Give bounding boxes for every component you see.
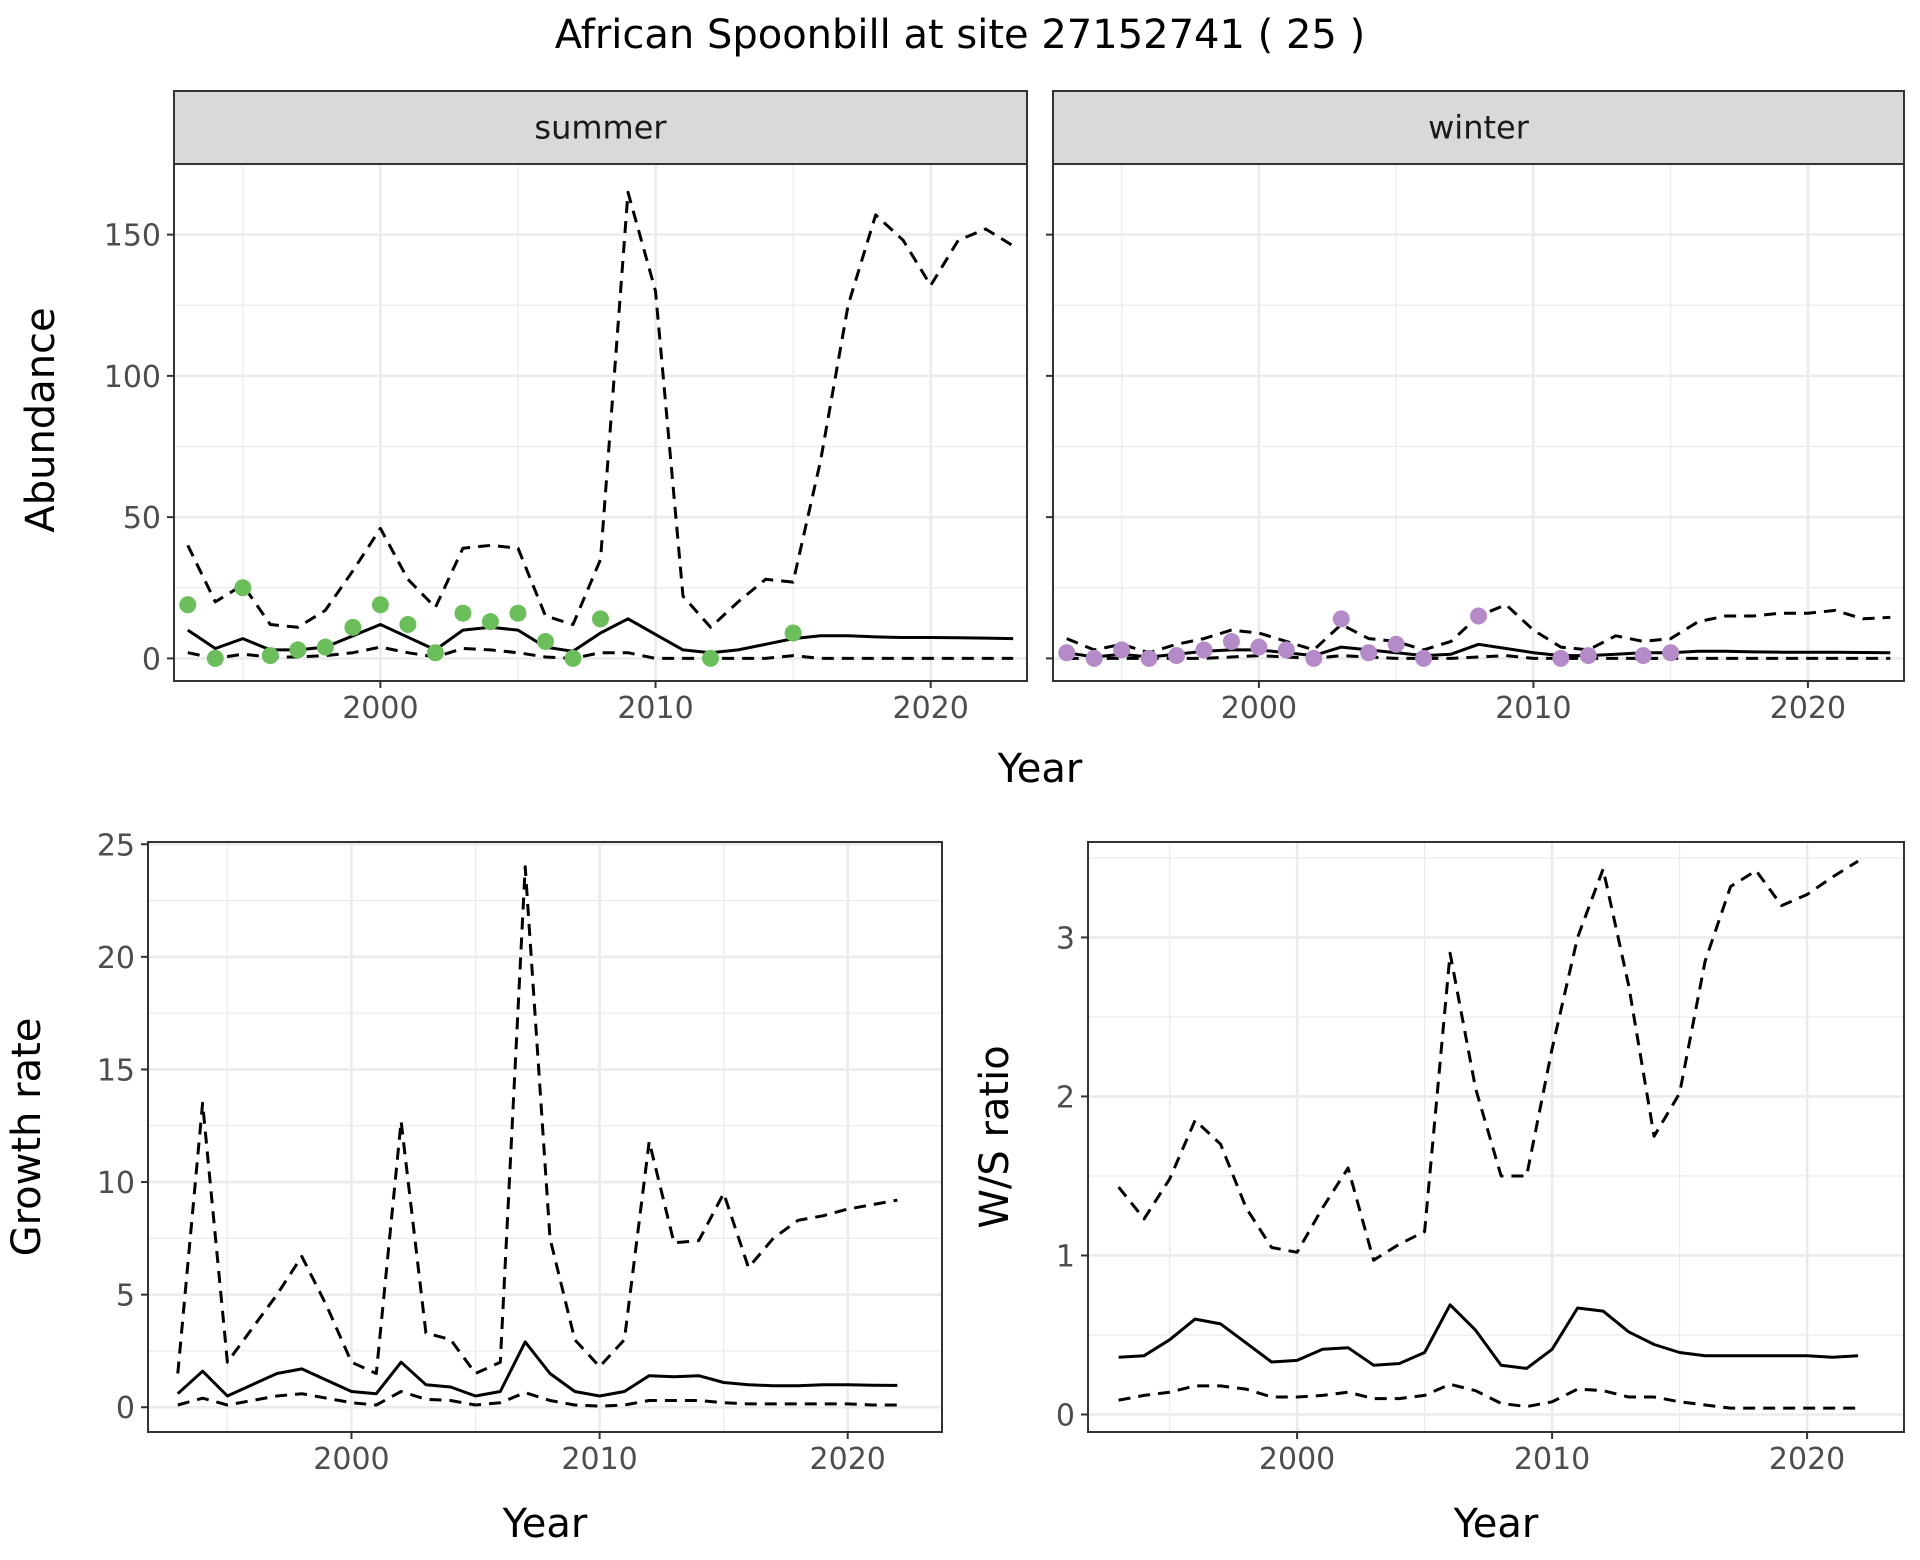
data-point	[179, 596, 197, 614]
series-line-mean	[176, 1340, 898, 1398]
data-point	[399, 615, 417, 633]
y-tick-label: 2	[1056, 1080, 1075, 1115]
top-row-y-axis-label: Abundance	[18, 307, 64, 532]
data-point	[371, 596, 389, 614]
panel-border	[147, 841, 943, 1433]
x-tick-label: 2000	[1259, 1442, 1335, 1477]
x-tick-label: 2020	[1769, 1442, 1845, 1477]
top-row-x-axis-label: Year	[997, 746, 1083, 792]
panel-summer: summer 2000 2010 2020 0 50 100 150	[104, 90, 1028, 726]
y-tick-label: 3	[1056, 921, 1075, 956]
facet-strip	[1052, 90, 1905, 165]
data-point	[316, 638, 334, 656]
panel-background	[1088, 842, 1904, 1432]
data-point	[564, 649, 582, 667]
y-tick-label: 25	[97, 828, 135, 863]
series-line-upper	[1117, 859, 1859, 1262]
data-point	[1552, 649, 1570, 667]
data-point	[1662, 644, 1680, 662]
y-tick-label: 50	[123, 501, 161, 536]
data-point	[1634, 647, 1652, 665]
x-tick-label: 2010	[1495, 691, 1571, 726]
data-point	[1222, 632, 1240, 650]
data-point	[1305, 649, 1323, 667]
data-point	[481, 613, 499, 631]
data-point	[1085, 649, 1103, 667]
y-tick-label: 0	[142, 642, 161, 677]
series-line-mean	[1118, 1303, 1859, 1370]
panel-growth: 2000 2010 2020 0 5 10 15 20 25 Year Growth rate	[4, 828, 943, 1547]
panel-border	[1087, 841, 1905, 1433]
panel-background	[174, 164, 1027, 681]
figure-title: African Spoonbill at site 27152741 ( 25 …	[555, 12, 1365, 58]
data-point	[1332, 610, 1350, 628]
series-line-upper	[186, 190, 1014, 629]
y-axis-label: W/S ratio	[972, 1045, 1018, 1228]
x-tick-label: 2020	[893, 691, 969, 726]
y-tick-label: 150	[104, 219, 161, 254]
data-point	[261, 647, 279, 665]
x-tick-label: 2010	[1514, 1442, 1590, 1477]
data-point	[1470, 607, 1487, 625]
data-point	[1113, 641, 1131, 659]
x-tick-label: 2010	[617, 691, 693, 726]
y-tick-label: 0	[1056, 1399, 1075, 1434]
data-point	[702, 649, 720, 667]
data-point	[454, 604, 472, 622]
data-point	[784, 624, 802, 642]
data-point	[1579, 647, 1597, 665]
y-tick-label: 0	[116, 1391, 135, 1426]
data-point	[289, 641, 307, 659]
y-tick-label: 1	[1056, 1239, 1075, 1274]
facet-strip-label: winter	[1428, 109, 1530, 147]
data-point	[1250, 638, 1268, 656]
panel-background	[148, 842, 942, 1432]
y-tick-label: 5	[116, 1279, 135, 1314]
y-tick-label: 15	[97, 1053, 135, 1088]
facet-strip	[173, 90, 1028, 165]
x-tick-label: 2000	[1221, 691, 1297, 726]
y-tick-label: 20	[97, 941, 135, 976]
data-point	[509, 604, 527, 622]
data-point	[592, 610, 609, 628]
x-tick-label: 2000	[342, 691, 418, 726]
y-axis-label: Growth rate	[4, 1018, 50, 1257]
data-point	[234, 579, 252, 597]
data-point	[344, 618, 362, 636]
panel-winter: winter 2000 2010 2020	[1046, 90, 1905, 726]
series-line-upper	[176, 865, 898, 1375]
data-point	[1058, 644, 1076, 662]
panel-ratio: 2000 2010 2020 0 1 2 3 Year W/S ratio	[972, 841, 1905, 1547]
data-point	[206, 649, 224, 667]
data-point	[1360, 644, 1378, 662]
data-point	[1168, 647, 1186, 665]
data-point	[1140, 649, 1158, 667]
data-point	[426, 644, 444, 662]
series-line-lower	[1118, 1382, 1859, 1410]
y-tick-label: 10	[97, 1166, 135, 1201]
data-point	[1195, 641, 1213, 659]
panel-background	[1053, 164, 1904, 681]
x-tick-label: 2000	[313, 1442, 389, 1477]
data-point	[536, 632, 554, 650]
series-line-lower	[177, 1390, 898, 1408]
x-tick-label: 2020	[810, 1442, 886, 1477]
data-point	[1277, 641, 1295, 659]
y-tick-label: 100	[104, 360, 161, 395]
x-tick-label: 2010	[561, 1442, 637, 1477]
series-line-lower	[1066, 654, 1891, 660]
data-point	[1387, 635, 1405, 653]
data-point	[1415, 649, 1433, 667]
x-tick-label: 2020	[1770, 691, 1846, 726]
x-axis-label: Year	[502, 1501, 588, 1547]
facet-strip-label: summer	[534, 109, 667, 147]
x-axis-label: Year	[1453, 1501, 1539, 1547]
